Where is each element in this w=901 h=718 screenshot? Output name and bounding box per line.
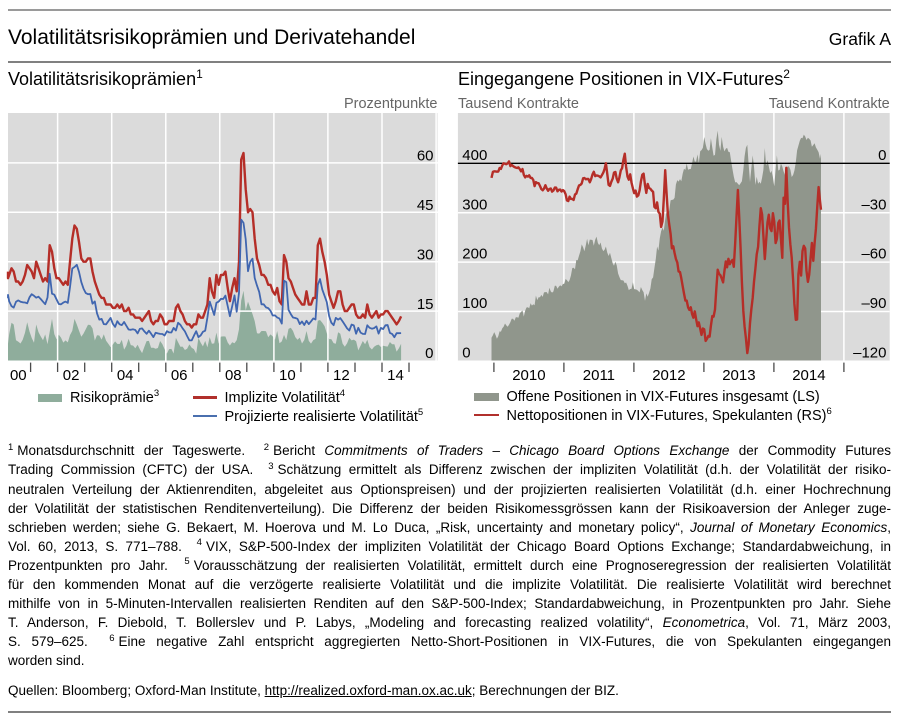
svg-text:0: 0 — [425, 345, 433, 362]
svg-text:2012: 2012 — [652, 367, 685, 384]
svg-text:300: 300 — [462, 196, 487, 213]
svg-text:200: 200 — [462, 246, 487, 263]
svg-text:00: 00 — [10, 367, 27, 384]
svg-text:–60: –60 — [861, 246, 886, 263]
svg-text:04: 04 — [117, 367, 134, 384]
svg-text:02: 02 — [63, 367, 80, 384]
svg-text:100: 100 — [462, 295, 487, 312]
svg-text:14: 14 — [387, 367, 404, 384]
svg-text:45: 45 — [417, 197, 434, 214]
svg-text:–30: –30 — [861, 196, 886, 213]
svg-text:30: 30 — [417, 246, 434, 263]
svg-text:15: 15 — [417, 296, 434, 313]
svg-text:06: 06 — [171, 367, 188, 384]
svg-text:10: 10 — [279, 367, 296, 384]
svg-text:0: 0 — [462, 345, 470, 362]
svg-text:2014: 2014 — [792, 367, 825, 384]
svg-text:60: 60 — [417, 148, 434, 165]
svg-text:0: 0 — [878, 147, 886, 164]
svg-text:2013: 2013 — [722, 367, 755, 384]
svg-text:–120: –120 — [853, 345, 886, 362]
svg-text:400: 400 — [462, 147, 487, 164]
svg-text:12: 12 — [333, 367, 350, 384]
svg-text:2010: 2010 — [512, 367, 545, 384]
svg-text:08: 08 — [225, 367, 242, 384]
svg-text:2011: 2011 — [583, 367, 615, 384]
svg-text:–90: –90 — [861, 295, 886, 312]
